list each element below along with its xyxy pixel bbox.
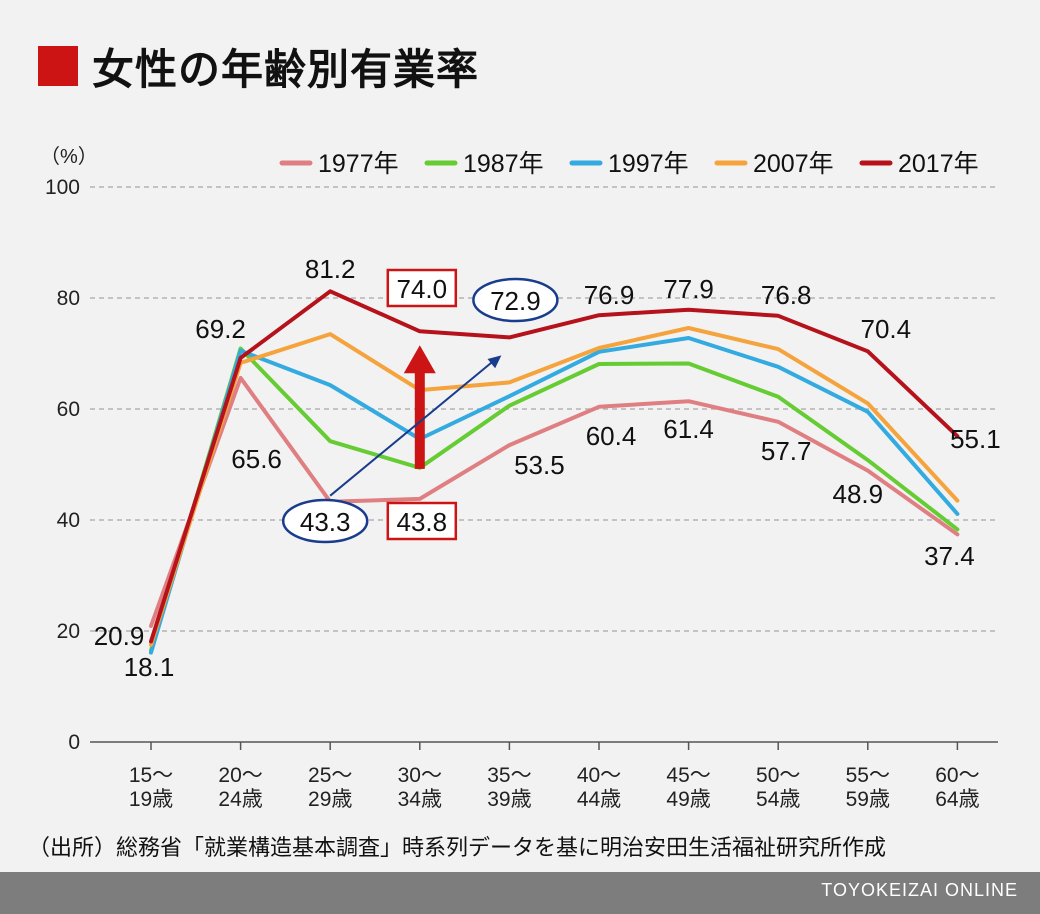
x-tick-label: 45〜 — [666, 764, 710, 787]
x-tick-label: 55〜 — [846, 764, 890, 787]
data-label: 76.9 — [584, 280, 635, 310]
footer-bar: TOYOKEIZAI ONLINE — [0, 872, 1040, 914]
increase-arrow-shaft — [414, 371, 425, 469]
data-label-ellipse — [281, 498, 369, 544]
data-label: 60.4 — [586, 421, 637, 451]
x-tick-label: 29歳 — [308, 788, 352, 811]
data-label: 20.9 — [94, 621, 145, 651]
y-tick-label: 40 — [57, 509, 80, 532]
data-label: 72.9 — [490, 286, 541, 316]
legend-label: 1997年 — [608, 150, 689, 178]
x-tick-label: 49歳 — [666, 788, 710, 811]
brand-label: TOYOKEIZAI ONLINE — [821, 880, 1018, 900]
x-tick-label: 20〜 — [218, 764, 262, 787]
y-tick-label: 100 — [45, 176, 80, 199]
legend-label: 1977年 — [318, 150, 399, 178]
y-tick-label: 80 — [57, 287, 80, 310]
legend-label: 1987年 — [463, 150, 544, 178]
x-tick-label: 54歳 — [756, 788, 800, 811]
line-chart: 0 20 40 60 80 100 （%） 15〜19歳 20〜24歳 25〜29歳 30〜34歳 3… — [40, 145, 1001, 811]
x-tick-label: 50〜 — [756, 764, 800, 787]
data-label: 70.4 — [860, 314, 911, 344]
chart-title: 女性の年齢別有業率 — [92, 44, 480, 94]
source-note: （出所）総務省「就業構造基本調査」時系列データを基に明治安田生活福祉研究所作成 — [28, 836, 887, 861]
x-tick-label: 64歳 — [935, 788, 979, 811]
x-tick-label: 34歳 — [398, 788, 442, 811]
title-row: 女性の年齢別有業率 — [38, 36, 479, 96]
data-label: 37.4 — [924, 541, 975, 571]
increase-arrow-head — [403, 345, 436, 374]
data-label: 53.5 — [514, 450, 565, 480]
y-unit-label: （%） — [40, 145, 98, 168]
data-label: 81.2 — [305, 254, 356, 284]
x-tick-label: 60〜 — [935, 764, 979, 787]
series-line-1977 — [149, 375, 960, 628]
data-label-ellipse — [472, 277, 559, 323]
y-tick-label: 20 — [57, 620, 80, 643]
data-label: 48.9 — [832, 479, 883, 509]
x-tick-label: 19歳 — [129, 788, 173, 811]
x-tick-label: 59歳 — [846, 788, 890, 811]
data-label: 43.8 — [396, 507, 447, 537]
series-line-1987 — [149, 346, 960, 653]
legend-label: 2017年 — [898, 150, 979, 178]
data-label: 18.1 — [124, 652, 175, 682]
data-label: 57.7 — [761, 436, 812, 466]
title-marker — [38, 46, 78, 86]
x-tick-label: 44歳 — [577, 788, 621, 811]
data-label: 76.8 — [761, 280, 812, 310]
series-line-1997 — [149, 336, 960, 655]
x-tick-label: 30〜 — [398, 764, 442, 787]
data-label: 43.3 — [300, 507, 351, 537]
y-tick-label: 0 — [68, 731, 80, 754]
data-label: 69.2 — [195, 314, 246, 344]
data-label-box — [386, 268, 458, 308]
x-tick-label: 39歳 — [487, 788, 531, 811]
data-label: 65.6 — [231, 444, 282, 474]
data-label: 77.9 — [663, 274, 714, 304]
x-tick-label: 35〜 — [487, 764, 531, 787]
shift-arrow-head — [487, 355, 502, 369]
legend-label: 2007年 — [753, 150, 834, 178]
data-label-box — [386, 501, 458, 541]
series-line-2007 — [149, 326, 960, 647]
shift-arrow-line — [329, 358, 497, 497]
data-label: 74.0 — [396, 274, 447, 304]
x-tick-label: 40〜 — [577, 764, 621, 787]
x-tick-label: 25〜 — [308, 764, 352, 787]
x-tick-label: 15〜 — [129, 764, 173, 787]
data-label: 61.4 — [663, 414, 714, 444]
series-line-2017 — [149, 289, 960, 644]
data-label: 55.1 — [950, 424, 1001, 454]
x-tick-label: 24歳 — [218, 788, 262, 811]
y-tick-label: 60 — [57, 398, 80, 421]
